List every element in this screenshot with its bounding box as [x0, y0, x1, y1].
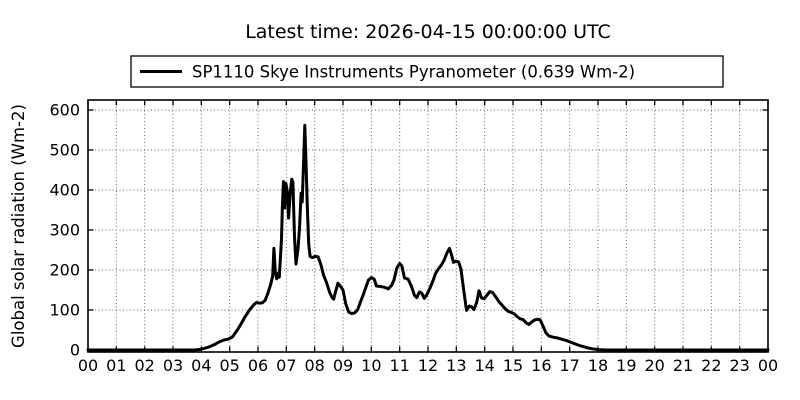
x-tick-label: 05: [219, 356, 239, 375]
legend-label: SP1110 Skye Instruments Pyranometer (0.6…: [192, 63, 635, 82]
x-tick-label: 03: [163, 356, 183, 375]
x-tick-label: 02: [134, 356, 154, 375]
y-tick-label: 300: [49, 221, 80, 240]
x-tick-label: 23: [729, 356, 749, 375]
x-tick-label: 15: [503, 356, 523, 375]
x-tick-label: 01: [106, 356, 126, 375]
y-tick-label: 500: [49, 141, 80, 160]
x-tick-label: 14: [474, 356, 494, 375]
chart-title: Latest time: 2026-04-15 00:00:00 UTC: [245, 21, 611, 43]
y-tick-label: 600: [49, 101, 80, 120]
x-tick-label: 11: [389, 356, 409, 375]
gridlines: [88, 100, 768, 352]
series-line: [86, 123, 770, 352]
x-tick-label: 17: [559, 356, 579, 375]
y-tick-labels: 0 100 200 300 400 500 600: [49, 101, 80, 360]
x-tick-label: 19: [616, 356, 636, 375]
y-tick-label: 100: [49, 301, 80, 320]
x-tick-label: 12: [418, 356, 438, 375]
x-tick-label: 09: [333, 356, 353, 375]
x-tick-label: 07: [276, 356, 296, 375]
legend-box: [130, 55, 724, 88]
y-tick-label: 200: [49, 261, 80, 280]
legend: SP1110 Skye Instruments Pyranometer (0.6…: [130, 55, 724, 88]
x-tick-label: 04: [191, 356, 211, 375]
x-tick-label: 08: [304, 356, 324, 375]
x-tick-label: 18: [588, 356, 608, 375]
x-tick-label: 21: [673, 356, 693, 375]
y-tick-label: 0: [70, 341, 80, 360]
x-tick-label: 00: [758, 356, 778, 375]
x-tick-label: 13: [446, 356, 466, 375]
tick-marks: [87, 100, 769, 352]
x-tick-label: 00: [78, 356, 98, 375]
y-tick-label: 400: [49, 181, 80, 200]
x-tick-label: 22: [701, 356, 721, 375]
x-tick-label: 06: [248, 356, 268, 375]
x-tick-label: 10: [361, 356, 381, 375]
x-tick-label: 16: [531, 356, 551, 375]
y-axis-label: Global solar radiation (Wm-2): [9, 104, 28, 348]
x-tick-label: 20: [644, 356, 664, 375]
x-tick-labels: 00 01 02 03 04 05 06 07 08 09 10 11 12 13 14 15 16 17 18 19…: [78, 356, 778, 375]
data-series: [86, 123, 770, 352]
